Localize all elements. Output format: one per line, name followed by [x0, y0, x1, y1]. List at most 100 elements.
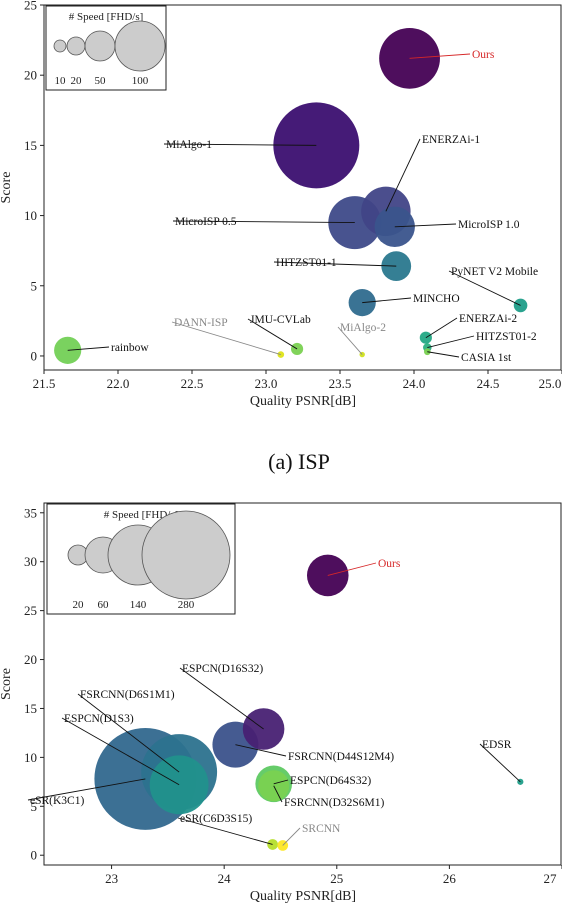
- annotation-enerzai-2: ENERZAi-2: [459, 313, 517, 325]
- annotation-leader: [479, 743, 521, 783]
- isp-x-tick-label: 23.0: [255, 376, 278, 391]
- sr-y-tick-label: 20: [24, 652, 37, 667]
- annotation-microisp-0-5: MicroISP 0.5: [175, 216, 237, 228]
- annotation-leader: [171, 321, 281, 355]
- annotation-rainbow: rainbow: [111, 342, 149, 354]
- annotation-leader: [179, 667, 264, 730]
- annotation-leader: [273, 785, 283, 803]
- annotation-leader: [67, 346, 110, 351]
- annotation-mialgo-1: MiAlgo-1: [166, 139, 212, 151]
- isp-legend-marker: [84, 30, 116, 62]
- annotation-esr-c6d3s15-: eSR(C6D3S15): [180, 813, 252, 825]
- sr-panel: 23 24 25 26 27 0 5 10 15 20 25 30 35 Quality PSNR[dB]…: [0, 502, 562, 904]
- annotation-casia-1st: CASIA 1st: [461, 352, 512, 364]
- annotation-espcn-d16s32-: ESPCN(D16S32): [182, 663, 263, 675]
- isp-x-tick-label: 25.0: [539, 376, 562, 391]
- sr-y-tick-label: 10: [24, 750, 37, 765]
- annotation-leader: [282, 827, 301, 846]
- sr-legend-size-label: 280: [178, 599, 195, 611]
- annotation-leader: [235, 744, 287, 757]
- isp-x-axis-label: Quality PSNR[dB]: [250, 394, 356, 409]
- annotation-leader: [385, 138, 421, 212]
- annotation-microisp-1-0: MicroISP 1.0: [458, 219, 520, 231]
- annotation-leader: [61, 717, 180, 786]
- annotation-fsrcnn-d32s6m1-: FSRCNN(D32S6M1): [284, 797, 384, 809]
- sr-x-tick-label: 24: [218, 871, 232, 886]
- annotation-mincho: MINCHO: [413, 293, 460, 305]
- isp-x-tick-label: 24.0: [403, 376, 426, 391]
- isp-y-tick-label: 10: [24, 208, 37, 223]
- annotation-leader: [337, 326, 363, 355]
- annotation-mialgo-2: MiAlgo-2: [340, 322, 386, 334]
- isp-y-tick-label: 5: [31, 278, 38, 293]
- point-espcn-d16s32-: [242, 708, 285, 750]
- annotation-leader: [172, 220, 355, 224]
- annotation-jmu-cvlab: JMU-CVLab: [250, 314, 311, 326]
- annotation-leader: [362, 297, 412, 304]
- isp-y-tick-label: 20: [24, 68, 37, 83]
- isp-y-tick-label: 15: [24, 138, 37, 153]
- sr-y-tick-label: 0: [31, 848, 38, 863]
- annotation-leader: [247, 318, 298, 350]
- sr-y-tick-label: 5: [31, 799, 38, 814]
- sr-legend-size-label: 60: [98, 599, 110, 611]
- annotation-leader: [77, 693, 180, 773]
- annotation-leader: [273, 261, 397, 267]
- isp-legend-size-label: 10: [55, 75, 67, 87]
- sr-y-tick-label: 30: [24, 554, 37, 569]
- annotation-leader: [425, 317, 458, 339]
- isp-x-tick-label: 22.0: [107, 376, 130, 391]
- annotation-leader: [427, 351, 460, 358]
- isp-x-tick-label: 21.5: [33, 376, 56, 391]
- annotation-leader: [394, 223, 457, 228]
- sr-x-tick-label: 25: [330, 871, 343, 886]
- isp-legend-marker: [66, 36, 86, 56]
- isp-x-tick-label: 24.5: [477, 376, 500, 391]
- annotation-leader: [327, 562, 377, 576]
- annotation-fsrcnn-d44s12m4-: FSRCNN(D44S12M4): [288, 751, 394, 763]
- point-pynet-v2-mobile: [513, 298, 528, 313]
- annotation-espcn-d1s3-: ESPCN(D1S3): [64, 713, 134, 725]
- isp-x-tick-label: 22.5: [181, 376, 204, 391]
- sr-legend-title: # Speed [FHD/s]: [104, 509, 179, 521]
- sr-plot-frame: [43, 502, 562, 866]
- annotation-leader: [177, 817, 273, 845]
- sr-legend-size-label: 140: [130, 599, 147, 611]
- isp-legend-marker: [53, 39, 67, 53]
- annotation-leader: [273, 779, 289, 785]
- sr-y-tick-label: 15: [24, 701, 37, 716]
- annotation-ours: Ours: [472, 49, 495, 61]
- annotation-enerzai-1: ENERZAi-1: [422, 134, 480, 146]
- annotation-leader: [427, 335, 475, 348]
- annotation-leader: [409, 53, 471, 59]
- isp-legend-title: # Speed [FHD/s]: [69, 11, 144, 23]
- sr-x-tick-label: 27: [544, 871, 558, 886]
- isp-panel: (a) ISP 21.5 22.0 22.5 23.0 23.5 24.0 24.5 25.0…: [0, 0, 562, 474]
- sr-legend-size-label: 20: [73, 599, 85, 611]
- isp-legend-size-label: 50: [95, 75, 107, 87]
- annotation-hitzst01-2: HITZST01-2: [476, 331, 537, 343]
- annotation-hitzst01-1: HITZST01-1: [276, 257, 337, 269]
- annotation-espcn-d64s32-: ESPCN(D64S32): [290, 775, 371, 787]
- annotation-pynet-v2-mobile: PyNET V2 Mobile: [451, 266, 538, 278]
- annotation-leader: [163, 143, 317, 146]
- annotation-leader: [448, 270, 521, 306]
- isp-legend-size-label: 100: [132, 75, 149, 87]
- annotation-leader: [27, 778, 146, 801]
- annotation-dann-isp: DANN-ISP: [174, 317, 228, 329]
- sr-x-axis-label: Quality PSNR[dB]: [250, 889, 356, 904]
- isp-plot-frame: [43, 4, 562, 371]
- annotation-esr-k3c1-: eSR(K3C1): [30, 795, 84, 807]
- sr-x-tick-label: 26: [443, 871, 457, 886]
- isp-x-tick-label: 23.5: [329, 376, 352, 391]
- sr-legend-marker: [141, 510, 231, 600]
- sr-x-tick-label: 23: [105, 871, 118, 886]
- isp-legend-marker: [114, 20, 166, 72]
- isp-y-tick-label: 25: [24, 0, 37, 13]
- sr-y-tick-label: 35: [24, 505, 37, 520]
- isp-y-tick-label: 0: [31, 348, 38, 363]
- annotation-srcnn: SRCNN: [302, 823, 341, 835]
- annotation-ours: Ours: [378, 558, 401, 570]
